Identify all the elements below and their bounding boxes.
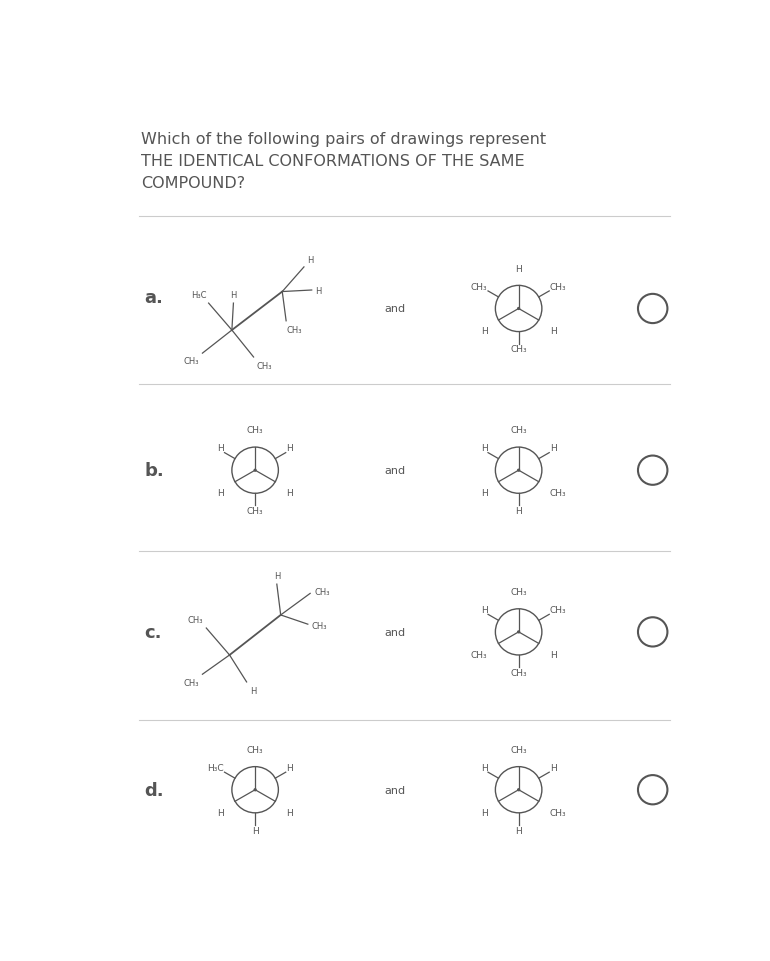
Text: CH₃: CH₃ xyxy=(287,326,303,335)
Text: H₃C: H₃C xyxy=(207,763,224,772)
Text: H: H xyxy=(550,327,557,336)
Text: H: H xyxy=(217,488,224,498)
Text: CH₃: CH₃ xyxy=(511,745,527,754)
Text: H: H xyxy=(249,686,256,695)
Text: CH₃: CH₃ xyxy=(247,426,263,435)
Text: and: and xyxy=(384,305,405,314)
Text: CH₃: CH₃ xyxy=(184,357,199,366)
Text: CH₃: CH₃ xyxy=(247,506,263,515)
Text: CH₃: CH₃ xyxy=(312,622,327,630)
Text: a.: a. xyxy=(144,288,163,307)
Text: H: H xyxy=(480,444,487,453)
Text: H: H xyxy=(286,808,293,817)
Circle shape xyxy=(517,308,520,310)
Text: H: H xyxy=(480,327,487,336)
Text: H: H xyxy=(316,286,322,295)
Text: CH₃: CH₃ xyxy=(511,426,527,435)
Text: CH₃: CH₃ xyxy=(550,808,567,817)
Text: CH₃: CH₃ xyxy=(470,283,487,291)
Circle shape xyxy=(254,470,256,472)
Circle shape xyxy=(517,470,520,472)
Text: H₃C: H₃C xyxy=(191,291,206,300)
Text: H: H xyxy=(515,264,522,273)
Text: H: H xyxy=(550,763,557,772)
Text: d.: d. xyxy=(144,781,164,799)
Text: CH₃: CH₃ xyxy=(470,650,487,659)
Text: COMPOUND?: COMPOUND? xyxy=(141,175,246,190)
Text: H: H xyxy=(286,444,293,453)
Text: CH₃: CH₃ xyxy=(511,345,527,354)
Text: b.: b. xyxy=(144,461,164,480)
Text: H: H xyxy=(480,808,487,817)
Text: c.: c. xyxy=(144,624,162,641)
Text: H: H xyxy=(550,444,557,453)
Text: H: H xyxy=(515,506,522,515)
Text: CH₃: CH₃ xyxy=(184,678,199,687)
Text: CH₃: CH₃ xyxy=(550,488,567,498)
Text: CH₃: CH₃ xyxy=(256,361,272,370)
Text: H: H xyxy=(286,763,293,772)
Text: CH₃: CH₃ xyxy=(511,668,527,677)
Circle shape xyxy=(517,789,520,791)
Text: Which of the following pairs of drawings represent: Which of the following pairs of drawings… xyxy=(141,133,547,147)
Text: H: H xyxy=(480,763,487,772)
Text: H: H xyxy=(480,605,487,614)
Text: H: H xyxy=(273,572,280,580)
Text: CH₃: CH₃ xyxy=(314,588,330,597)
Text: H: H xyxy=(307,256,313,264)
Text: THE IDENTICAL CONFORMATIONS OF THE SAME: THE IDENTICAL CONFORMATIONS OF THE SAME xyxy=(141,154,525,169)
Circle shape xyxy=(517,631,520,633)
Text: H: H xyxy=(550,650,557,659)
Text: H: H xyxy=(230,291,236,300)
Text: H: H xyxy=(217,444,224,453)
Text: H: H xyxy=(515,825,522,835)
Text: and: and xyxy=(384,466,405,476)
Text: H: H xyxy=(217,808,224,817)
Text: CH₃: CH₃ xyxy=(188,616,203,625)
Text: CH₃: CH₃ xyxy=(550,605,567,614)
Text: H: H xyxy=(480,488,487,498)
Text: H: H xyxy=(286,488,293,498)
Text: CH₃: CH₃ xyxy=(247,745,263,754)
Text: CH₃: CH₃ xyxy=(511,587,527,597)
Text: and: and xyxy=(384,785,405,795)
Text: H: H xyxy=(252,825,259,835)
Circle shape xyxy=(254,789,256,791)
Text: and: and xyxy=(384,628,405,637)
Text: CH₃: CH₃ xyxy=(550,283,567,291)
